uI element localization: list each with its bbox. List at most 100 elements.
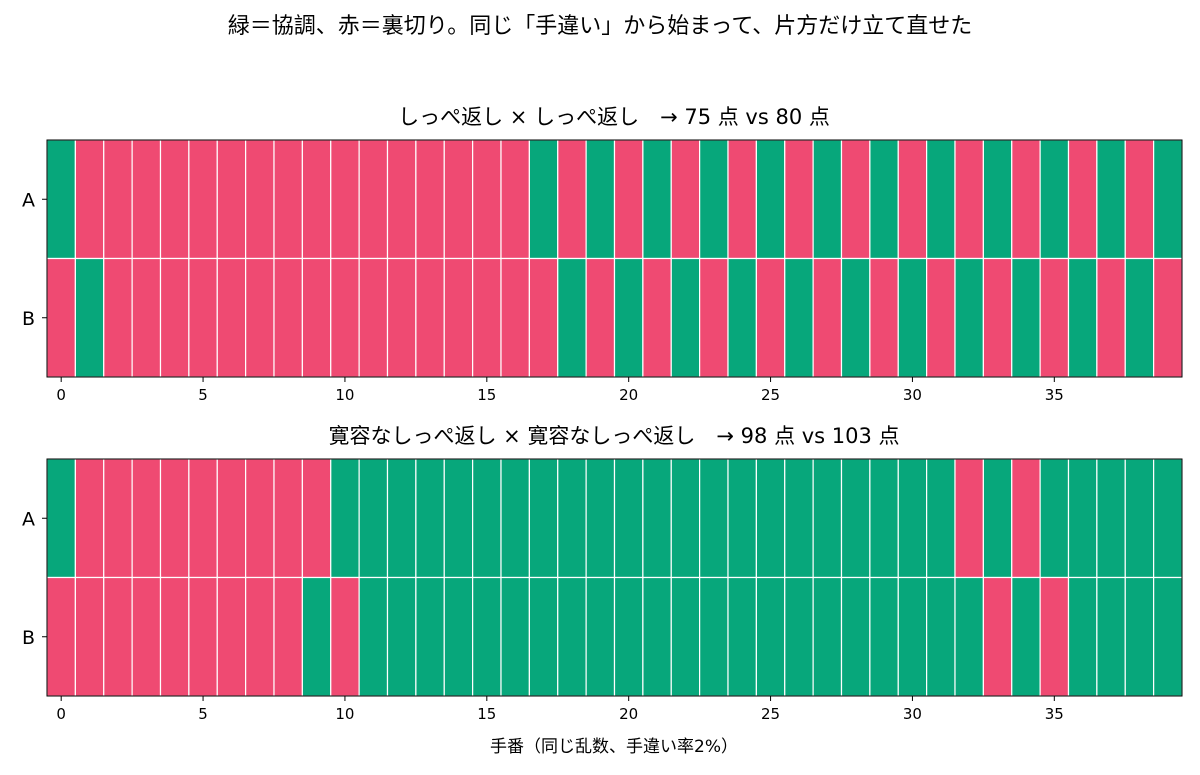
- x-tick-label-35: 35: [1045, 705, 1064, 723]
- move-cell-b-0-defect: [46, 257, 76, 378]
- move-cell-b-33-defect: [982, 576, 1013, 697]
- move-cell-b-28-cooperate: [840, 257, 871, 378]
- x-axis: 0 5 10 15 20 25 30 35: [56, 696, 1064, 723]
- move-cell-a-25-cooperate: [755, 458, 786, 579]
- move-cell-a-27-cooperate: [812, 458, 843, 579]
- move-cell-a-7-defect: [245, 458, 275, 579]
- move-cell-b-13-defect: [415, 257, 445, 378]
- move-cell-a-26-defect: [784, 139, 814, 260]
- move-cell-a-18-defect: [557, 139, 587, 260]
- move-cell-a-15-defect: [472, 139, 502, 260]
- move-cell-a-12-cooperate: [386, 458, 417, 579]
- move-grid: [46, 458, 1183, 697]
- move-cell-a-2-defect: [103, 458, 133, 579]
- x-tick-label-10: 10: [335, 705, 354, 723]
- move-cell-a-24-defect: [727, 139, 757, 260]
- move-cell-b-26-cooperate: [784, 576, 814, 697]
- move-cell-b-21-cooperate: [642, 576, 672, 697]
- move-cell-a-29-cooperate: [869, 139, 899, 260]
- x-axis: 0 5 10 15 20 25 30 35: [56, 377, 1064, 404]
- move-cell-b-13-cooperate: [415, 576, 445, 697]
- move-cell-b-32-cooperate: [954, 576, 984, 697]
- move-cell-b-16-cooperate: [500, 576, 530, 697]
- move-cell-b-24-cooperate: [727, 257, 757, 378]
- move-cell-b-38-cooperate: [1124, 576, 1155, 697]
- x-tick-label-30: 30: [903, 705, 922, 723]
- move-cell-a-31-cooperate: [926, 139, 956, 260]
- move-cell-b-30-cooperate: [897, 257, 928, 378]
- move-cell-a-20-defect: [613, 139, 644, 260]
- move-cell-a-13-defect: [415, 139, 445, 260]
- move-cell-a-23-cooperate: [699, 458, 729, 579]
- move-cell-a-6-defect: [216, 139, 247, 260]
- move-cell-b-15-cooperate: [472, 576, 502, 697]
- x-tick-label-15: 15: [477, 386, 496, 404]
- move-cell-b-25-defect: [755, 257, 786, 378]
- move-cell-b-39-defect: [1153, 257, 1183, 378]
- move-cell-a-36-defect: [1067, 139, 1098, 260]
- move-cell-b-29-cooperate: [869, 576, 899, 697]
- panel-title: 寛容なしっぺ返し × 寛容なしっぺ返し → 98 点 vs 103 点: [328, 424, 899, 448]
- move-cell-a-32-defect: [954, 458, 984, 579]
- move-cell-a-30-defect: [897, 139, 928, 260]
- figure-suptitle: 緑＝協調、赤＝裏切り。同じ「手違い」から始まって、片方だけ立て直せた: [228, 14, 972, 39]
- move-cell-a-11-defect: [358, 139, 389, 260]
- move-cell-b-12-cooperate: [386, 576, 417, 697]
- move-cell-a-30-cooperate: [897, 458, 928, 579]
- x-tick-label-15: 15: [477, 705, 496, 723]
- move-cell-a-12-defect: [386, 139, 417, 260]
- move-cell-a-14-cooperate: [443, 458, 474, 579]
- move-cell-b-38-cooperate: [1124, 257, 1155, 378]
- y-axis: AB: [22, 508, 47, 649]
- plot-frame: [46, 139, 1183, 378]
- move-cell-a-8-defect: [273, 139, 303, 260]
- y-tick-label-a: A: [22, 189, 35, 211]
- move-cell-a-38-defect: [1124, 139, 1155, 260]
- move-cell-b-11-defect: [358, 257, 389, 378]
- move-cell-a-39-cooperate: [1153, 458, 1183, 579]
- move-cell-a-31-cooperate: [926, 458, 956, 579]
- move-cell-a-16-defect: [500, 139, 530, 260]
- move-cell-a-35-cooperate: [1039, 139, 1070, 260]
- move-cell-b-1-defect: [74, 576, 105, 697]
- move-cell-a-35-cooperate: [1039, 458, 1070, 579]
- move-cell-a-9-defect: [301, 458, 332, 579]
- plot-frame: [46, 458, 1183, 697]
- move-cell-a-10-defect: [330, 139, 360, 260]
- x-tick-label-0: 0: [56, 705, 66, 723]
- move-cell-a-20-cooperate: [613, 458, 644, 579]
- move-cell-b-19-defect: [585, 257, 616, 378]
- move-cell-a-22-cooperate: [670, 458, 701, 579]
- move-cell-b-37-cooperate: [1096, 576, 1126, 697]
- x-tick-label-20: 20: [619, 705, 638, 723]
- move-cell-a-25-cooperate: [755, 139, 786, 260]
- x-tick-label-25: 25: [761, 705, 780, 723]
- move-cell-b-32-cooperate: [954, 257, 984, 378]
- move-cell-b-14-cooperate: [443, 576, 474, 697]
- move-cell-b-37-defect: [1096, 257, 1126, 378]
- move-cell-a-10-cooperate: [330, 458, 360, 579]
- panel-tit-for-tat: しっぺ返し × しっぺ返し → 75 点 vs 80 点 AB 0 5 10 15 20…: [22, 105, 1183, 404]
- x-tick-label-0: 0: [56, 386, 66, 404]
- move-cell-b-22-cooperate: [670, 257, 701, 378]
- move-cell-b-30-cooperate: [897, 576, 928, 697]
- move-cell-a-34-defect: [1011, 139, 1041, 260]
- move-cell-b-33-defect: [982, 257, 1013, 378]
- move-cell-a-37-cooperate: [1096, 458, 1126, 579]
- x-tick-label-35: 35: [1045, 386, 1064, 404]
- move-cell-a-6-defect: [216, 458, 247, 579]
- move-cell-b-8-defect: [273, 576, 303, 697]
- move-cell-b-27-cooperate: [812, 576, 843, 697]
- move-grid: [46, 139, 1183, 378]
- move-cell-a-27-cooperate: [812, 139, 843, 260]
- move-cell-a-21-cooperate: [642, 458, 672, 579]
- move-cell-b-11-cooperate: [358, 576, 389, 697]
- y-tick-label-b: B: [22, 308, 35, 330]
- x-tick-label-30: 30: [903, 386, 922, 404]
- move-cell-b-5-defect: [188, 257, 218, 378]
- move-cell-b-9-cooperate: [301, 576, 332, 697]
- y-tick-label-a: A: [22, 508, 35, 530]
- move-cell-a-3-defect: [131, 458, 162, 579]
- move-cell-b-17-cooperate: [528, 576, 559, 697]
